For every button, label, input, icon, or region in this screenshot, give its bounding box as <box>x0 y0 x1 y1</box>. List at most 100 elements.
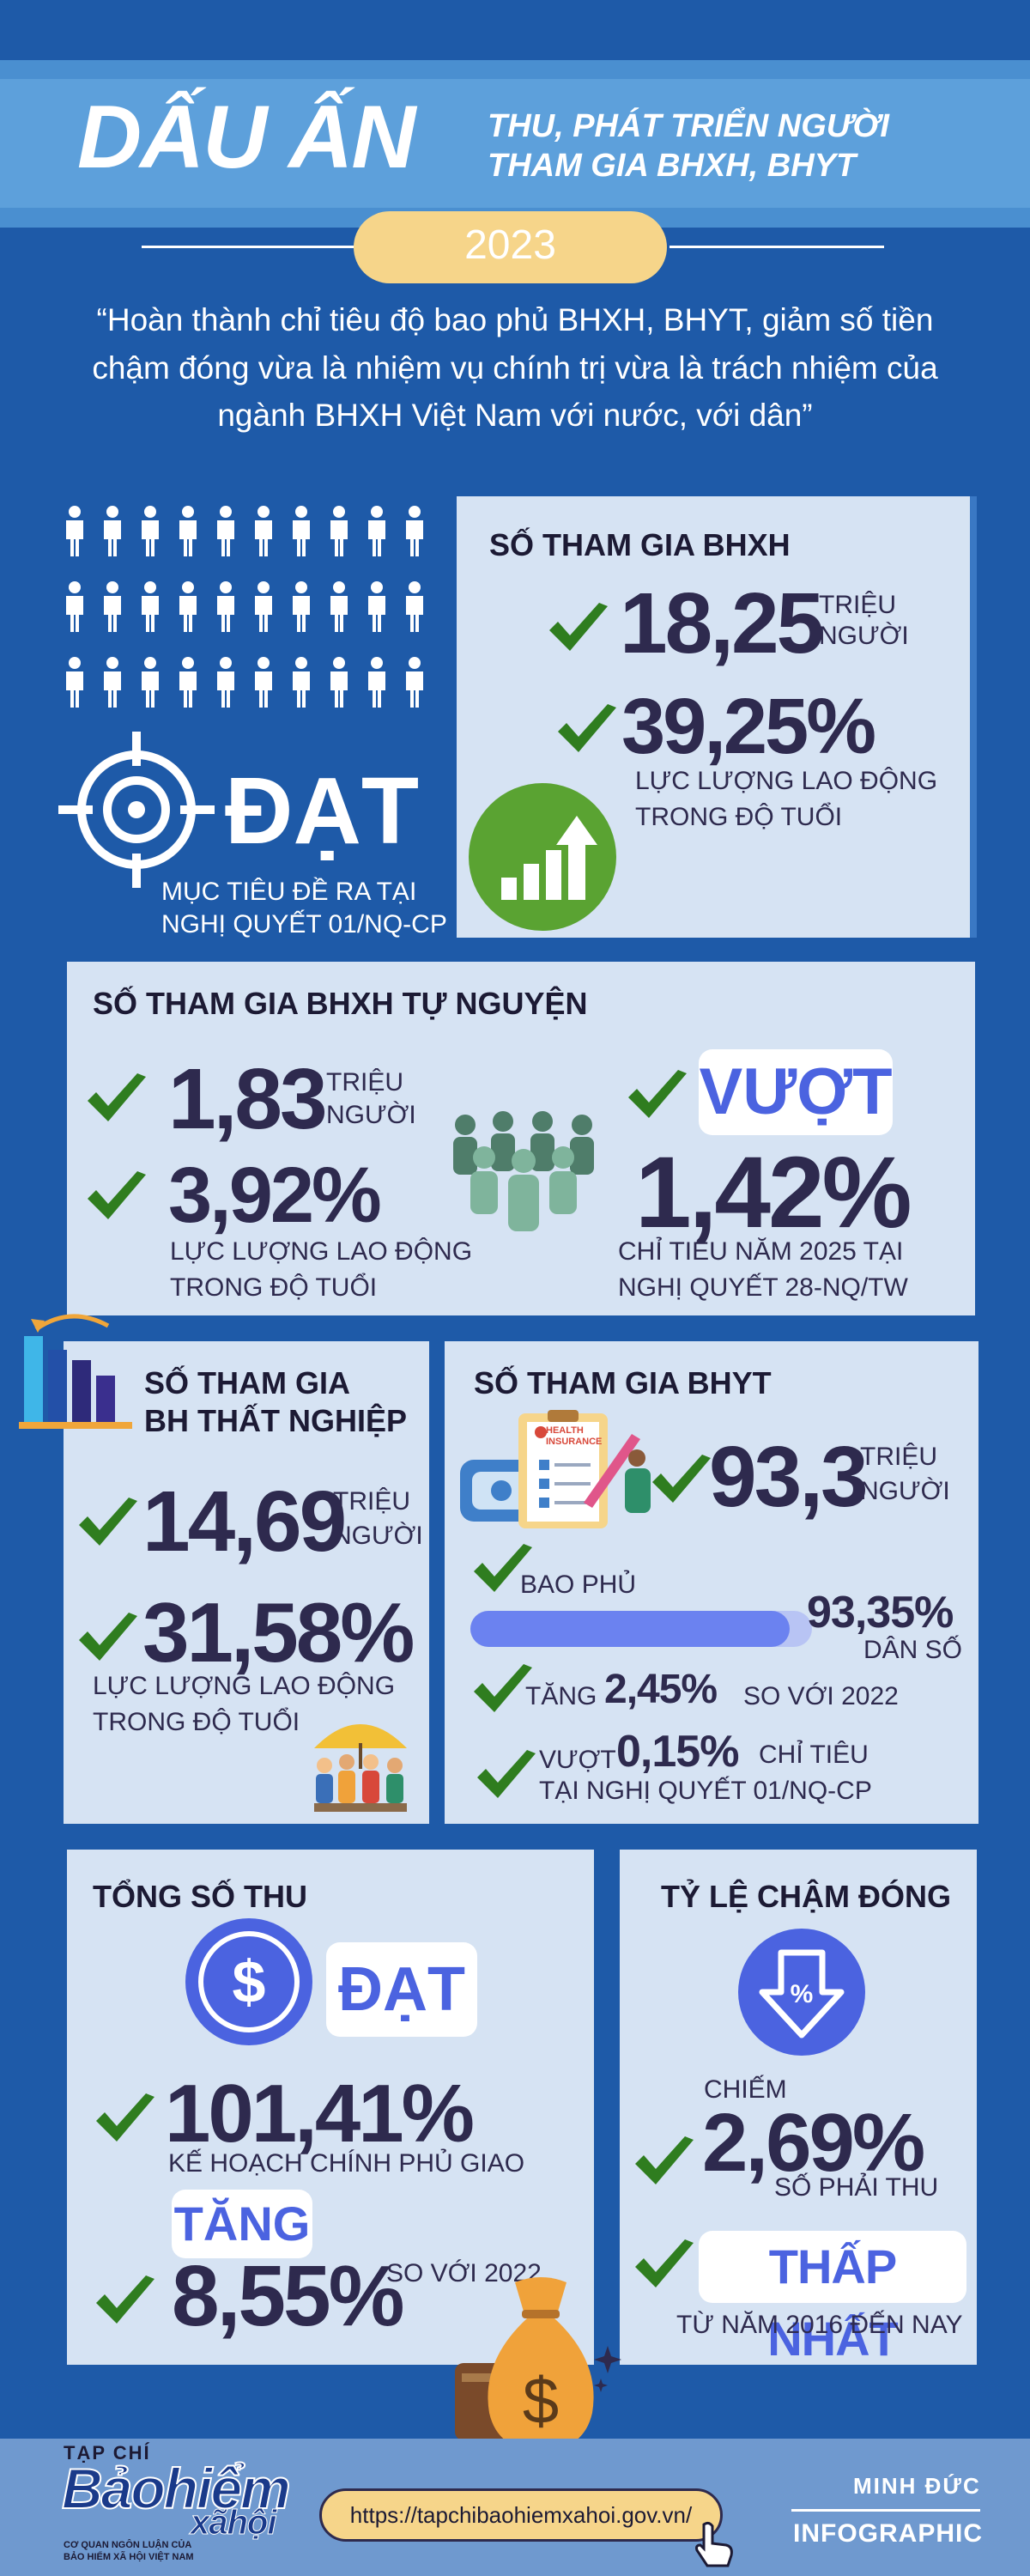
unemployment-value: 14,69 <box>142 1473 347 1570</box>
check-icon <box>79 1613 137 1661</box>
person-icon <box>406 581 423 632</box>
header-divider-left <box>142 246 356 248</box>
bhyt-value: 93,3 <box>709 1429 869 1525</box>
unemployment-percent: 31,58% <box>142 1585 415 1680</box>
late-lowest-caption: TỪ NĂM 2016 ĐẾN NAY <box>676 2311 963 2339</box>
bhyt-exceed-caption: TẠI NGHỊ QUYẾT 01/NQ-CP <box>539 1777 872 1805</box>
bhxh-percent-label-2: TRONG ĐỘ TUỔI <box>635 803 843 831</box>
person-icon <box>368 506 385 556</box>
check-icon <box>96 2275 154 2324</box>
revenue-panel <box>67 1850 594 2365</box>
svg-text:$: $ <box>233 1948 266 2015</box>
footer-author-divider <box>791 2509 980 2512</box>
person-icon <box>217 506 234 556</box>
bhyt-unit-2: NGƯỜI <box>860 1477 950 1505</box>
dollar-coin-icon: $ <box>185 1918 312 2045</box>
bhyt-increase-suffix: SO VỚI 2022 <box>743 1682 899 1710</box>
unemployment-unit-1: TRIỆU <box>333 1487 410 1516</box>
person-icon <box>66 581 83 632</box>
person-icon <box>142 506 159 556</box>
check-icon <box>477 1750 536 1798</box>
target-icon <box>58 732 215 888</box>
bhxh-percent-label-1: LỰC LƯỢNG LAO ĐỘNG <box>635 767 938 795</box>
check-icon <box>549 603 608 651</box>
revenue-increase-label: TĂNG <box>172 2190 312 2258</box>
voluntary-title: SỐ THAM GIA BHXH TỰ NGUYỆN <box>93 986 588 1021</box>
health-insurance-icon <box>460 1410 651 1528</box>
bhyt-coverage-bar-fill <box>470 1611 790 1647</box>
bhyt-coverage-value: 93,35% <box>807 1588 954 1637</box>
workers-umbrella-icon <box>314 1724 407 1812</box>
voluntary-panel <box>67 962 975 1315</box>
check-icon <box>474 1664 532 1712</box>
unemployment-title-2: BH THẤT NGHIỆP <box>144 1403 407 1438</box>
late-percent-label: SỐ PHẢI THU <box>774 2173 939 2202</box>
footer-type: INFOGRAPHIC <box>793 2519 983 2548</box>
check-icon <box>88 1073 146 1121</box>
health-card-line-1: HEALTH <box>546 1425 584 1436</box>
check-icon <box>635 2136 694 2184</box>
bhxh-unit-1: TRIỆU <box>819 591 896 619</box>
footer-logo-sub: xãhội <box>190 2504 276 2543</box>
bhyt-exceed-suffix: CHỈ TIÊU <box>759 1741 869 1769</box>
person-icon <box>255 657 272 708</box>
svg-text:$: $ <box>523 2365 559 2438</box>
bhyt-coverage-unit: DÂN SỐ <box>863 1636 963 1664</box>
check-icon <box>474 1544 532 1592</box>
person-icon <box>66 506 83 556</box>
check-icon <box>635 2239 694 2287</box>
check-icon <box>628 1070 687 1118</box>
person-icon <box>179 657 197 708</box>
footer-logo-caption-1: CƠ QUAN NGÔN LUẬN CỦA <box>64 2540 192 2550</box>
person-icon <box>255 506 272 556</box>
header-subtitle-1: THU, PHÁT TRIỂN NGƯỜI <box>488 108 889 144</box>
year-pill <box>354 211 667 283</box>
footer-logo-main[interactable]: Bảohiểm <box>61 2456 292 2521</box>
voluntary-exceed-value: 1,42% <box>635 1136 912 1249</box>
growth-chart-icon <box>469 783 616 931</box>
late-lowest-label: THẤP NHẤT <box>699 2231 966 2366</box>
person-icon <box>104 657 121 708</box>
voluntary-exceed-label: VƯỢT <box>699 1049 893 1135</box>
footer-url[interactable]: https://tapchibaohiemxahoi.gov.vn/ <box>349 2502 693 2528</box>
header-banner-inner <box>0 79 1030 208</box>
footer-logo-caption-2: BẢO HIỂM XÃ HỘI VIỆT NAM <box>64 2552 194 2562</box>
bhyt-coverage-label: BAO PHỦ <box>520 1571 637 1599</box>
person-icon <box>368 657 385 708</box>
bhyt-unit-1: TRIỆU <box>860 1443 937 1471</box>
revenue-percent: 101,41% <box>165 2068 475 2160</box>
check-icon <box>652 1455 711 1503</box>
voluntary-percent-label-2: TRONG ĐỘ TUỔI <box>170 1273 378 1302</box>
voluntary-unit-2: NGƯỜI <box>326 1101 416 1129</box>
money-bag-icon: $ <box>455 2277 621 2451</box>
voluntary-exceed-caption-1: CHỈ TIÊU NĂM 2025 TẠI <box>618 1237 904 1266</box>
target-caption-2: NGHỊ QUYẾT 01/NQ-CP <box>161 910 447 939</box>
bhxh-value: 18,25 <box>620 575 824 671</box>
late-prefix: CHIẾM <box>704 2075 787 2104</box>
person-icon <box>104 581 121 632</box>
person-icon <box>217 581 234 632</box>
person-icon <box>104 506 121 556</box>
late-title: TỶ LỆ CHẬM ĐÓNG <box>661 1879 951 1914</box>
person-icon <box>179 581 197 632</box>
target-caption-1: MỤC TIÊU ĐỀ RA TẠI <box>161 878 417 906</box>
bhyt-title: SỐ THAM GIA BHYT <box>474 1365 772 1400</box>
person-icon <box>293 657 310 708</box>
percent-down-icon: % <box>738 1929 865 2056</box>
people-grid <box>66 506 423 708</box>
header-quote: “Hoàn thành chỉ tiêu độ bao phủ BHXH, BH… <box>92 302 938 433</box>
bhyt-exceed-value: 0,15% <box>616 1727 739 1777</box>
person-icon <box>330 581 348 632</box>
person-icon <box>406 506 423 556</box>
revenue-status: ĐẠT <box>326 1942 477 2037</box>
header-divider-right <box>670 246 884 248</box>
person-icon <box>330 657 348 708</box>
health-card-line-2: INSURANCE <box>546 1437 603 1447</box>
check-icon <box>79 1498 137 1546</box>
check-icon <box>558 704 616 752</box>
bhxh-unit-2: NGƯỜI <box>819 622 909 650</box>
footer-url-pill[interactable] <box>319 2488 723 2542</box>
revenue-percent-label: KẾ HOẠCH CHÍNH PHỦ GIAO <box>168 2149 525 2178</box>
bhyt-increase-prefix: TĂNG <box>525 1682 597 1710</box>
person-icon <box>142 581 159 632</box>
